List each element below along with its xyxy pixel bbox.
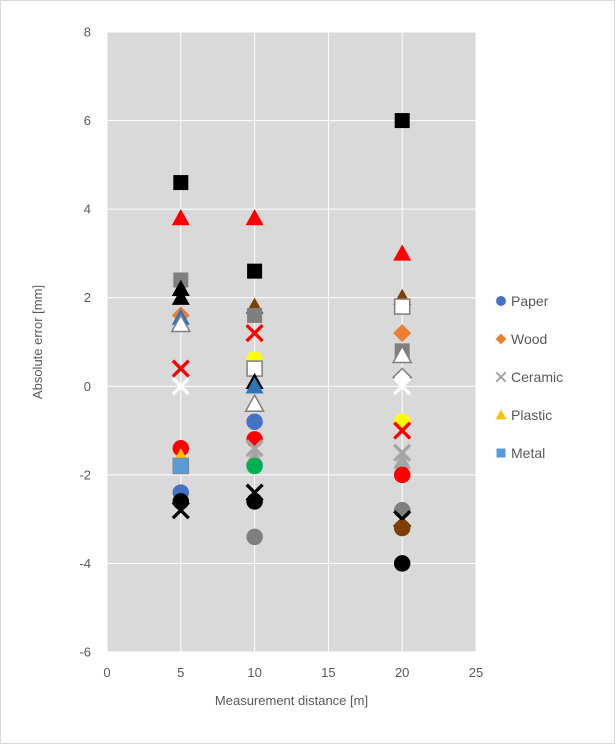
data-point bbox=[245, 324, 264, 343]
data-point bbox=[171, 288, 190, 305]
legend-marker bbox=[495, 409, 507, 420]
data-point bbox=[391, 344, 413, 364]
data-point bbox=[393, 244, 412, 261]
data-point bbox=[393, 519, 411, 537]
x-tick-label: 0 bbox=[103, 665, 110, 680]
y-tick-label: 4 bbox=[84, 202, 91, 217]
y-tick-label: 8 bbox=[84, 25, 91, 40]
data-point bbox=[171, 359, 190, 378]
legend-label: Wood bbox=[511, 331, 547, 347]
y-tick-label: 2 bbox=[84, 290, 91, 305]
legend-label: Paper bbox=[511, 293, 549, 309]
data-points bbox=[170, 113, 413, 572]
legend-marker bbox=[495, 371, 507, 383]
legend-item: Metal bbox=[496, 445, 545, 461]
y-axis-title: Absolute error [mm] bbox=[30, 285, 45, 399]
data-point bbox=[393, 421, 412, 440]
data-point bbox=[171, 209, 190, 226]
x-tick-label: 5 bbox=[177, 665, 184, 680]
x-tick-label: 25 bbox=[469, 665, 483, 680]
data-point bbox=[244, 393, 265, 412]
y-tick-label: -2 bbox=[79, 467, 91, 482]
legend-label: Ceramic bbox=[511, 369, 563, 385]
data-point bbox=[170, 313, 192, 333]
tick-labels: 0 5 10 15 20 25 -6 -4 -2 0 2 4 6 8 bbox=[79, 25, 483, 681]
data-point bbox=[171, 501, 190, 520]
data-point bbox=[246, 528, 263, 546]
data-point bbox=[393, 452, 412, 469]
data-point bbox=[245, 209, 264, 226]
x-tick-label: 10 bbox=[247, 665, 261, 680]
data-point bbox=[246, 493, 263, 510]
data-point bbox=[245, 377, 264, 394]
y-tick-label: -6 bbox=[79, 645, 91, 660]
legend-marker bbox=[495, 333, 507, 345]
data-point bbox=[247, 263, 263, 279]
legend-item: Ceramic bbox=[495, 369, 563, 385]
legend-label: Metal bbox=[511, 445, 545, 461]
data-point bbox=[173, 175, 189, 191]
x-axis-title: Measurement distance [m] bbox=[215, 693, 368, 708]
data-point bbox=[246, 457, 263, 475]
legend-marker bbox=[496, 296, 506, 306]
data-point bbox=[393, 377, 412, 396]
legend-item: Wood bbox=[495, 331, 547, 347]
data-point bbox=[393, 298, 411, 315]
data-point bbox=[247, 307, 263, 323]
data-point bbox=[246, 413, 263, 430]
legend-label: Plastic bbox=[511, 407, 552, 423]
x-tick-label: 20 bbox=[395, 665, 409, 680]
data-point bbox=[393, 555, 411, 572]
legend-item: Paper bbox=[496, 293, 549, 309]
legend: Paper Wood Ceramic Plastic Metal bbox=[495, 293, 563, 461]
legend-marker bbox=[496, 448, 506, 458]
y-tick-label: 0 bbox=[84, 379, 91, 394]
data-point bbox=[171, 279, 190, 297]
data-point bbox=[393, 413, 411, 430]
y-tick-label: -4 bbox=[79, 556, 91, 571]
plot-area bbox=[106, 31, 477, 653]
data-point bbox=[394, 113, 410, 129]
data-point bbox=[171, 377, 190, 396]
x-tick-label: 15 bbox=[321, 665, 335, 680]
data-point bbox=[246, 431, 263, 448]
data-point bbox=[173, 458, 189, 474]
data-point bbox=[393, 324, 412, 343]
legend-item: Plastic bbox=[495, 407, 552, 423]
data-point bbox=[393, 466, 411, 484]
data-point bbox=[172, 493, 190, 510]
y-tick-label: 6 bbox=[84, 113, 91, 128]
data-point bbox=[393, 502, 411, 519]
